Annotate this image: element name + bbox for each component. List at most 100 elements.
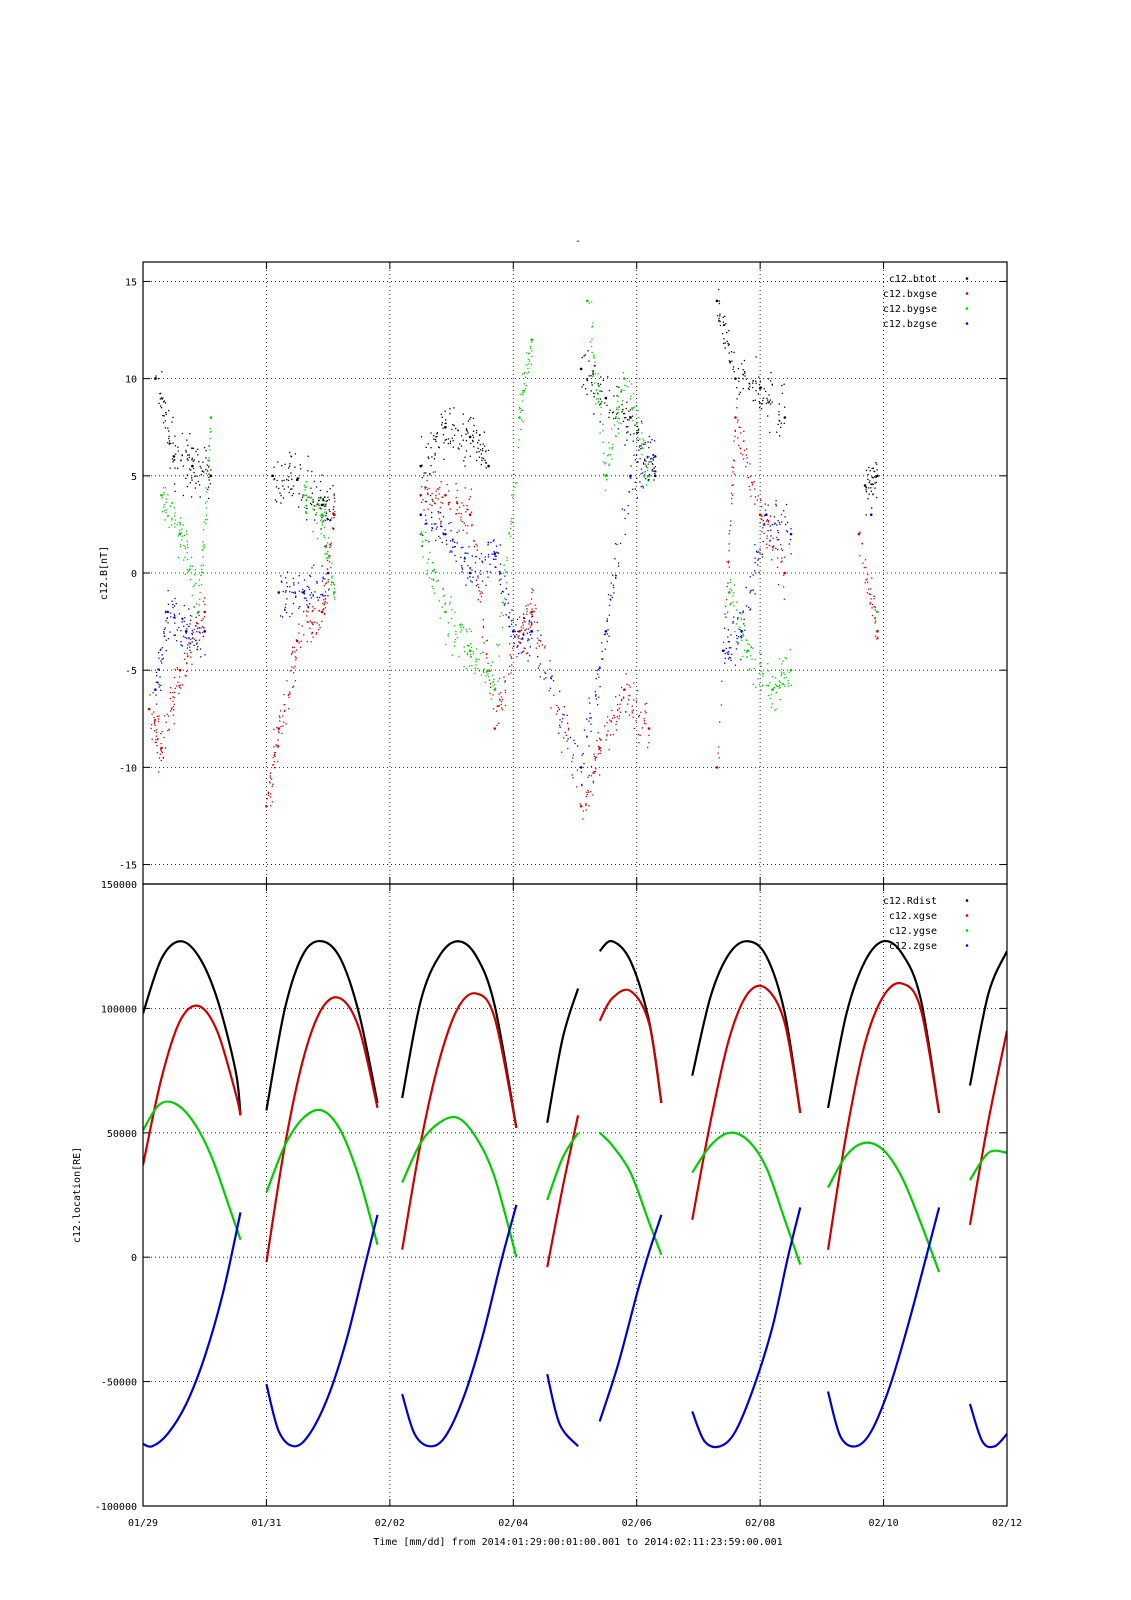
- data-point: [641, 453, 643, 456]
- data-point: [783, 571, 787, 575]
- data-point: [160, 759, 162, 762]
- data-point: [611, 596, 614, 599]
- data-point: [525, 652, 528, 655]
- data-point: [730, 492, 733, 495]
- data-point: [166, 713, 169, 715]
- data-point: [161, 398, 163, 400]
- data-point: [728, 653, 730, 655]
- data-point: [301, 591, 303, 593]
- data-point: [645, 465, 647, 467]
- data-point: [169, 612, 172, 614]
- data-point: [476, 441, 479, 444]
- data-point: [510, 523, 512, 525]
- data-point: [278, 731, 280, 734]
- data-point: [483, 671, 485, 674]
- data-point: [190, 469, 192, 471]
- data-point: [877, 636, 879, 638]
- data-point: [611, 709, 613, 712]
- data-point: [737, 643, 739, 645]
- data-point: [591, 326, 593, 328]
- data-point: [537, 667, 540, 669]
- data-point: [447, 635, 449, 637]
- data-point: [566, 714, 568, 717]
- data-point: [620, 391, 622, 393]
- data-point: [608, 447, 611, 449]
- data-point: [875, 481, 877, 484]
- data-point: [718, 300, 720, 302]
- data-point: [497, 552, 499, 554]
- series-line-segment: [143, 1100, 242, 1241]
- data-point: [323, 534, 325, 537]
- data-point: [737, 636, 740, 638]
- data-point: [514, 486, 516, 488]
- data-point: [753, 481, 755, 483]
- data-point: [478, 451, 480, 453]
- data-point: [479, 601, 482, 603]
- data-point: [607, 594, 610, 596]
- data-point: [321, 522, 324, 524]
- legend-marker: [965, 292, 969, 295]
- data-point: [452, 538, 454, 540]
- data-point: [758, 383, 761, 386]
- data-point: [441, 416, 443, 418]
- data-point: [748, 485, 750, 488]
- data-point: [510, 672, 512, 674]
- data-point: [435, 571, 438, 573]
- data-point: [746, 649, 750, 653]
- data-point: [277, 739, 279, 741]
- data-point: [556, 704, 558, 707]
- data-point: [332, 528, 335, 530]
- data-point: [324, 591, 327, 593]
- data-point: [490, 698, 493, 700]
- data-point: [499, 583, 502, 586]
- data-point: [626, 419, 629, 421]
- data-point: [751, 589, 753, 592]
- data-point: [430, 516, 433, 518]
- data-point: [492, 540, 495, 542]
- data-point: [788, 671, 790, 673]
- data-point: [567, 738, 569, 740]
- data-point: [292, 602, 295, 605]
- data-point: [478, 658, 480, 660]
- data-point: [759, 402, 761, 404]
- data-point: [333, 497, 336, 499]
- data-point: [615, 720, 618, 723]
- data-point: [760, 671, 762, 673]
- data-point: [606, 404, 608, 407]
- data-point: [504, 569, 506, 571]
- data-point: [171, 502, 173, 505]
- data-point: [625, 426, 628, 428]
- data-point: [723, 324, 726, 326]
- data-point: [319, 515, 321, 517]
- data-point: [308, 496, 311, 499]
- data-point: [781, 683, 783, 685]
- data-point: [325, 544, 328, 547]
- data-point: [504, 680, 506, 682]
- data-point: [520, 428, 522, 431]
- data-point: [637, 429, 639, 432]
- data-point: [615, 576, 617, 579]
- data-point: [757, 678, 759, 680]
- data-point: [612, 733, 615, 736]
- data-point: [867, 588, 870, 591]
- data-point: [518, 408, 521, 410]
- data-point: [587, 791, 590, 793]
- data-point: [160, 732, 162, 735]
- data-point: [181, 535, 183, 537]
- data-point: [155, 675, 158, 677]
- data-point: [499, 571, 501, 573]
- data-point: [498, 570, 501, 573]
- data-point: [750, 655, 752, 657]
- data-point: [306, 604, 308, 606]
- data-point: [875, 476, 877, 478]
- data-point: [511, 630, 515, 633]
- data-point: [471, 569, 473, 571]
- data-point: [763, 524, 766, 526]
- data-point: [531, 355, 533, 358]
- data-point: [183, 625, 185, 627]
- data-point: [468, 546, 470, 548]
- data-point: [273, 466, 275, 468]
- data-point: [432, 561, 434, 564]
- data-point: [153, 719, 156, 721]
- data-point: [292, 685, 295, 687]
